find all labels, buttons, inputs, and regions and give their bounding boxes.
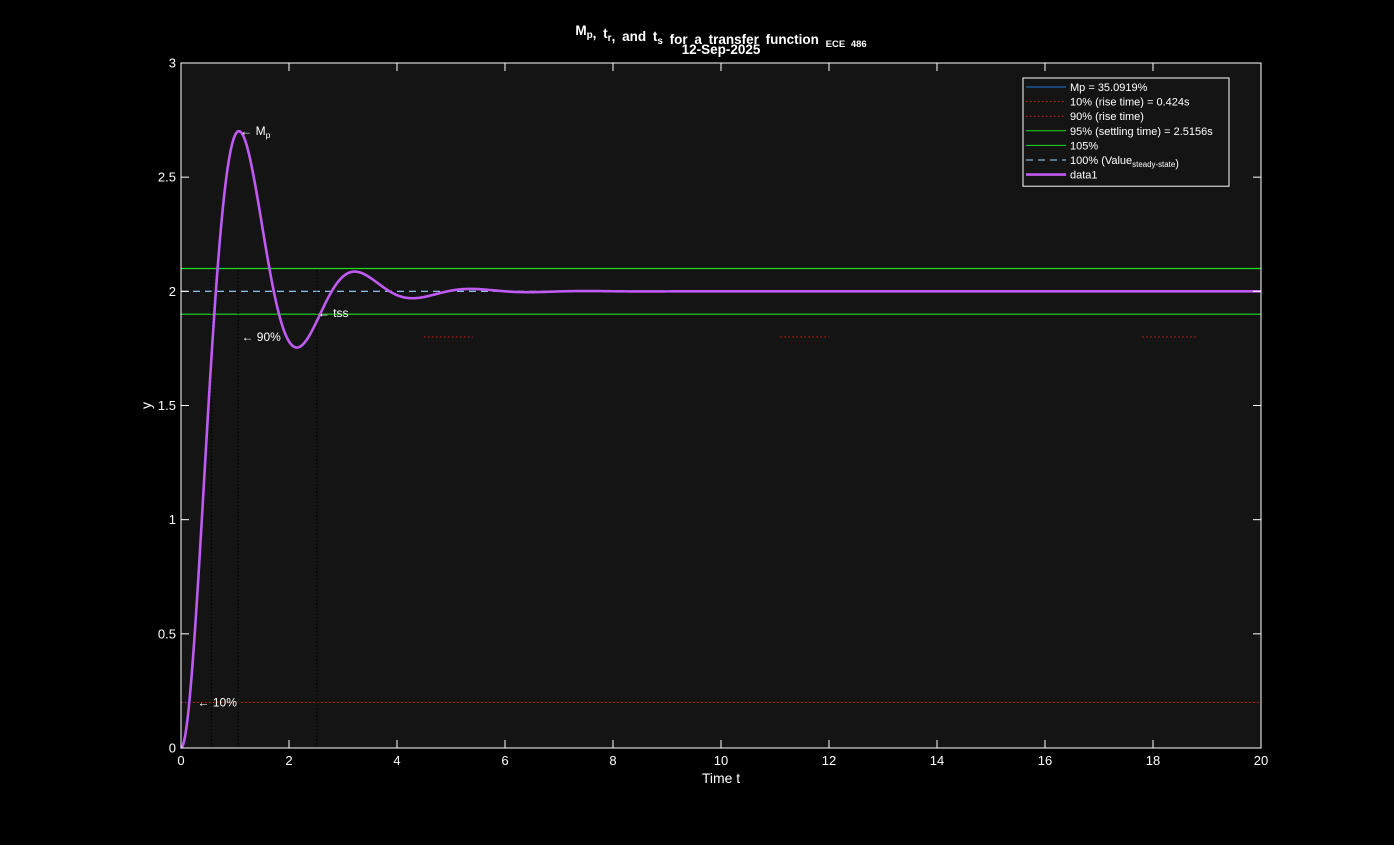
legend-entry: 10% (rise time) = 0.424s [1070, 97, 1190, 109]
x-tick-label: 8 [609, 753, 616, 768]
x-tick-label: 12 [822, 753, 836, 768]
x-tick-label: 4 [393, 753, 400, 768]
plot-content [180, 129, 1262, 750]
annotation-10-percent: ← 10% [198, 695, 238, 709]
x-tick-label: 10 [714, 753, 728, 768]
axis-ticks: 0 2 4 6 8 10 12 14 16 18 20 0 0.5 1 1.5 2 2.5 3 [158, 56, 1268, 769]
x-tick-label: 6 [501, 753, 508, 768]
annotation-mp: ← Mp [240, 124, 270, 140]
chart-date: 12-Sep-2025 [682, 42, 761, 57]
x-tick-label: 20 [1254, 753, 1268, 768]
x-tick-label: 2 [285, 753, 292, 768]
legend: Mp = 35.0919% 10% (rise time) = 0.424s 90%… [1022, 77, 1230, 187]
y-tick-label: 0 [169, 741, 176, 756]
annotation-tss: ← tss [318, 306, 349, 320]
chart-title: Mp, tr, and ts for a transfer function E… [575, 23, 866, 50]
y-tick-label: 2.5 [158, 170, 176, 185]
x-tick-label: 0 [177, 753, 184, 768]
legend-entry: 105% [1070, 140, 1098, 152]
legend-entry: 90% (rise time) [1070, 111, 1144, 123]
x-axis-label: Time t [702, 770, 740, 786]
x-tick-label: 16 [1038, 753, 1052, 768]
y-axis-label: y [138, 402, 154, 409]
y-tick-label: 2 [169, 284, 176, 299]
annotation-90-percent: ← 90% [241, 330, 281, 344]
y-tick-label: 1 [169, 512, 176, 527]
x-tick-label: 18 [1146, 753, 1160, 768]
series-data1 [180, 129, 1262, 750]
annotations: ← Mp ← tss ← 90% ← 10% [198, 124, 349, 709]
y-tick-label: 3 [169, 56, 176, 71]
legend-entry: Mp = 35.0919% [1070, 82, 1148, 94]
y-tick-label: 0.5 [158, 626, 176, 641]
legend-entry: 95% (settling time) = 2.5156s [1070, 126, 1213, 138]
x-tick-label: 14 [930, 753, 944, 768]
legend-entry: 100% (Valuesteady-state) [1070, 155, 1179, 170]
y-tick-label: 1.5 [158, 398, 176, 413]
legend-box [1022, 77, 1230, 187]
legend-entry: data1 [1070, 170, 1098, 182]
